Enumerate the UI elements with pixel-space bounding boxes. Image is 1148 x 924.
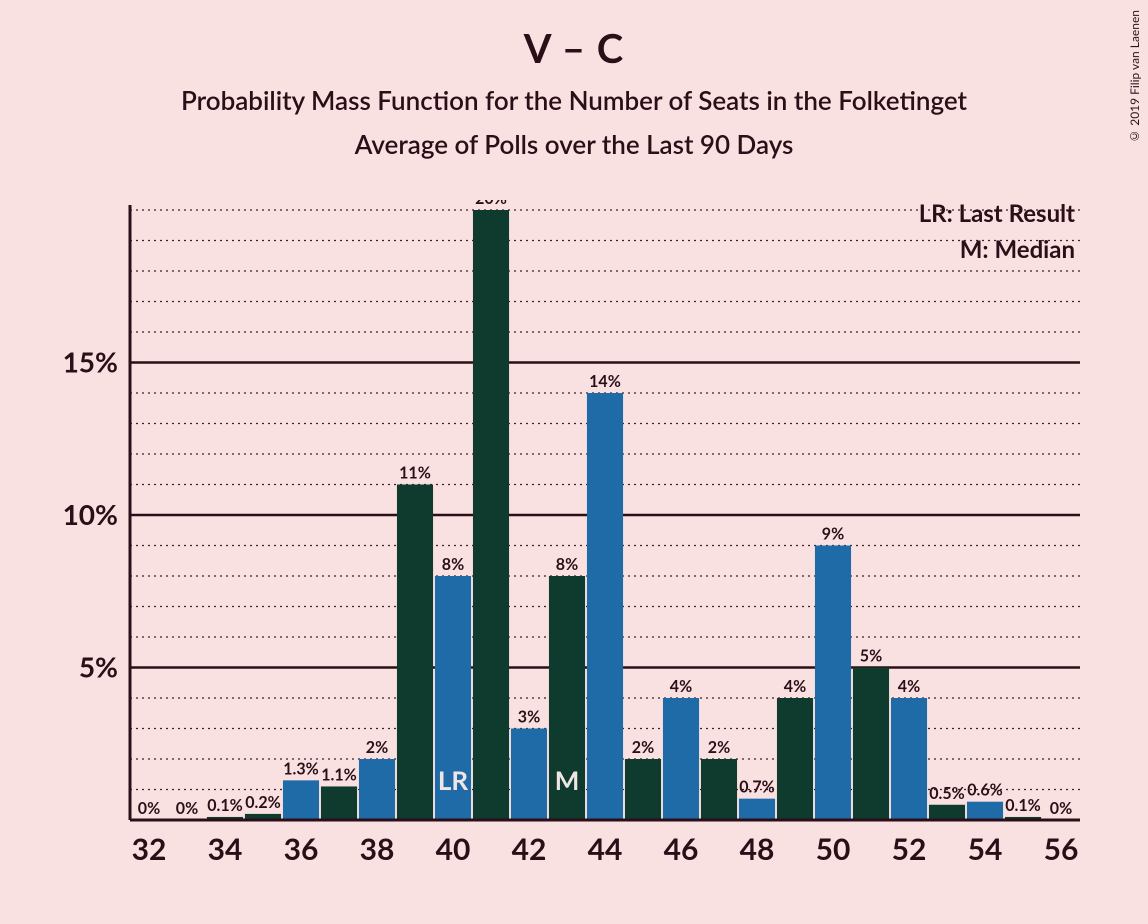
bar (815, 546, 851, 821)
chart-subtitle-1: Probability Mass Function for the Number… (0, 84, 1148, 116)
bar-value-label: 8% (442, 555, 464, 574)
y-tick-label: 10% (63, 497, 118, 531)
x-tick-label: 54 (968, 831, 1003, 867)
chart-title: V – C (0, 24, 1148, 72)
pmf-bar-chart: 5%10%15%0%0%0.1%0.2%1.3%1.1%2%11%8%LR20%… (60, 200, 1100, 880)
x-tick-label: 32 (132, 831, 167, 867)
bar-value-label: 4% (670, 677, 692, 696)
bar (397, 485, 433, 821)
bar-value-label: 0.2% (245, 793, 280, 812)
legend-m: M: Median (960, 235, 1075, 264)
bar (739, 799, 775, 820)
bar-value-label: 1.1% (321, 765, 356, 784)
y-tick-label: 15% (63, 345, 118, 379)
bar-value-label: 0% (138, 799, 160, 818)
bar (511, 729, 547, 821)
x-tick-label: 48 (740, 831, 775, 867)
bar (701, 759, 737, 820)
bar (625, 759, 661, 820)
chart-container: 5%10%15%0%0%0.1%0.2%1.3%1.1%2%11%8%LR20%… (60, 200, 1100, 880)
bar (473, 210, 509, 820)
y-tick-label: 5% (79, 650, 118, 684)
bar (967, 802, 1003, 820)
bar-value-label: 20% (475, 200, 507, 208)
bar-value-label: 0.6% (967, 781, 1002, 800)
bar-marker-lr: LR (438, 764, 469, 796)
bar (587, 393, 623, 820)
bar-value-label: 0.1% (1005, 796, 1040, 815)
x-tick-label: 56 (1044, 831, 1079, 867)
x-tick-label: 42 (512, 831, 547, 867)
bar (853, 668, 889, 821)
bar-marker-m: M (555, 764, 580, 796)
x-tick-label: 52 (892, 831, 927, 867)
bar-value-label: 1.3% (283, 759, 318, 778)
title-block: V – C Probability Mass Function for the … (0, 0, 1148, 160)
bar-value-label: 2% (708, 738, 730, 757)
bar (891, 698, 927, 820)
x-tick-label: 34 (208, 831, 243, 867)
x-tick-label: 50 (816, 831, 851, 867)
bar-value-label: 0% (1050, 799, 1072, 818)
bar-value-label: 2% (366, 738, 388, 757)
bar (929, 805, 965, 820)
legend-lr: LR: Last Result (919, 200, 1075, 228)
bar-value-label: 14% (589, 372, 621, 391)
chart-subtitle-2: Average of Polls over the Last 90 Days (0, 128, 1148, 160)
bar-value-label: 4% (784, 677, 806, 696)
bar-value-label: 0.5% (929, 784, 964, 803)
bar-value-label: 4% (898, 677, 920, 696)
bar-value-label: 9% (822, 525, 844, 544)
bar (321, 786, 357, 820)
bar-value-label: 3% (518, 708, 540, 727)
x-tick-label: 40 (436, 831, 471, 867)
bar-value-label: 8% (556, 555, 578, 574)
bar (777, 698, 813, 820)
bar-value-label: 0.1% (207, 796, 242, 815)
x-tick-label: 46 (664, 831, 699, 867)
bar-value-label: 5% (860, 647, 882, 666)
bar-value-label: 11% (399, 464, 431, 483)
x-tick-label: 36 (284, 831, 319, 867)
bar-value-label: 2% (632, 738, 654, 757)
bar-value-label: 0.7% (739, 778, 774, 797)
x-tick-label: 44 (588, 831, 623, 867)
bar (663, 698, 699, 820)
bar-value-label: 0% (176, 799, 198, 818)
bar (283, 780, 319, 820)
bar (359, 759, 395, 820)
copyright-text: © 2019 Filip van Laenen (1127, 10, 1142, 144)
x-tick-label: 38 (360, 831, 395, 867)
